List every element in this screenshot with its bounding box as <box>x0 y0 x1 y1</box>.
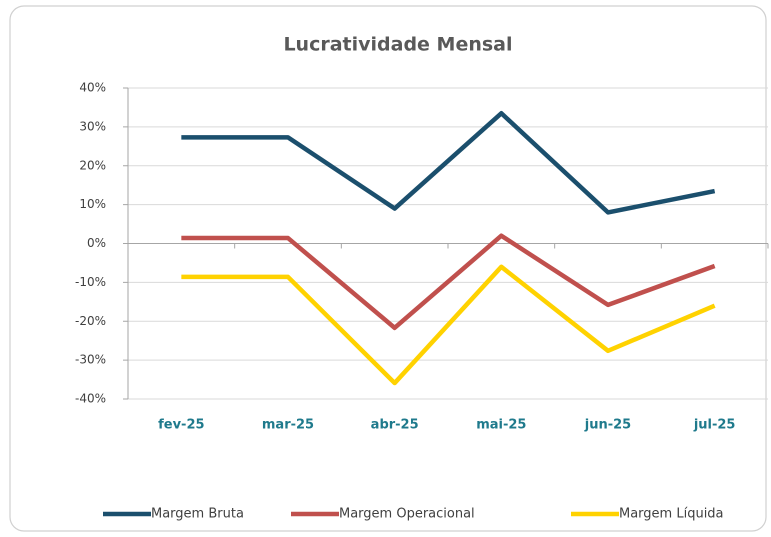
y-tick-label: 40% <box>79 81 106 95</box>
x-tick-label: fev-25 <box>158 418 204 433</box>
x-tick-label: mar-25 <box>262 418 314 433</box>
series-line <box>181 264 716 386</box>
y-tick-label: 10% <box>79 197 106 211</box>
x-tick-label: jun-25 <box>584 418 631 433</box>
y-tick-label: 30% <box>79 119 106 133</box>
legend-label: Margem Bruta <box>151 507 244 522</box>
series-line <box>181 233 716 331</box>
y-tick-label: 0% <box>87 236 106 250</box>
y-tick-label: -30% <box>75 353 106 367</box>
y-tick-label: 20% <box>79 158 106 172</box>
y-tick-label: -10% <box>75 275 106 289</box>
chart-title: Lucratividade Mensal <box>283 34 512 56</box>
y-tick-label: -20% <box>75 314 106 328</box>
series-line <box>181 111 716 215</box>
x-tick-label: abr-25 <box>371 418 419 433</box>
x-tick-label: jul-25 <box>693 418 736 433</box>
x-tick-label: mai-25 <box>476 418 526 433</box>
y-tick-label: -40% <box>75 392 106 406</box>
legend-label: Margem Líquida <box>619 507 724 522</box>
chart-frame <box>9 5 767 532</box>
legend-label: Margem Operacional <box>339 507 475 522</box>
